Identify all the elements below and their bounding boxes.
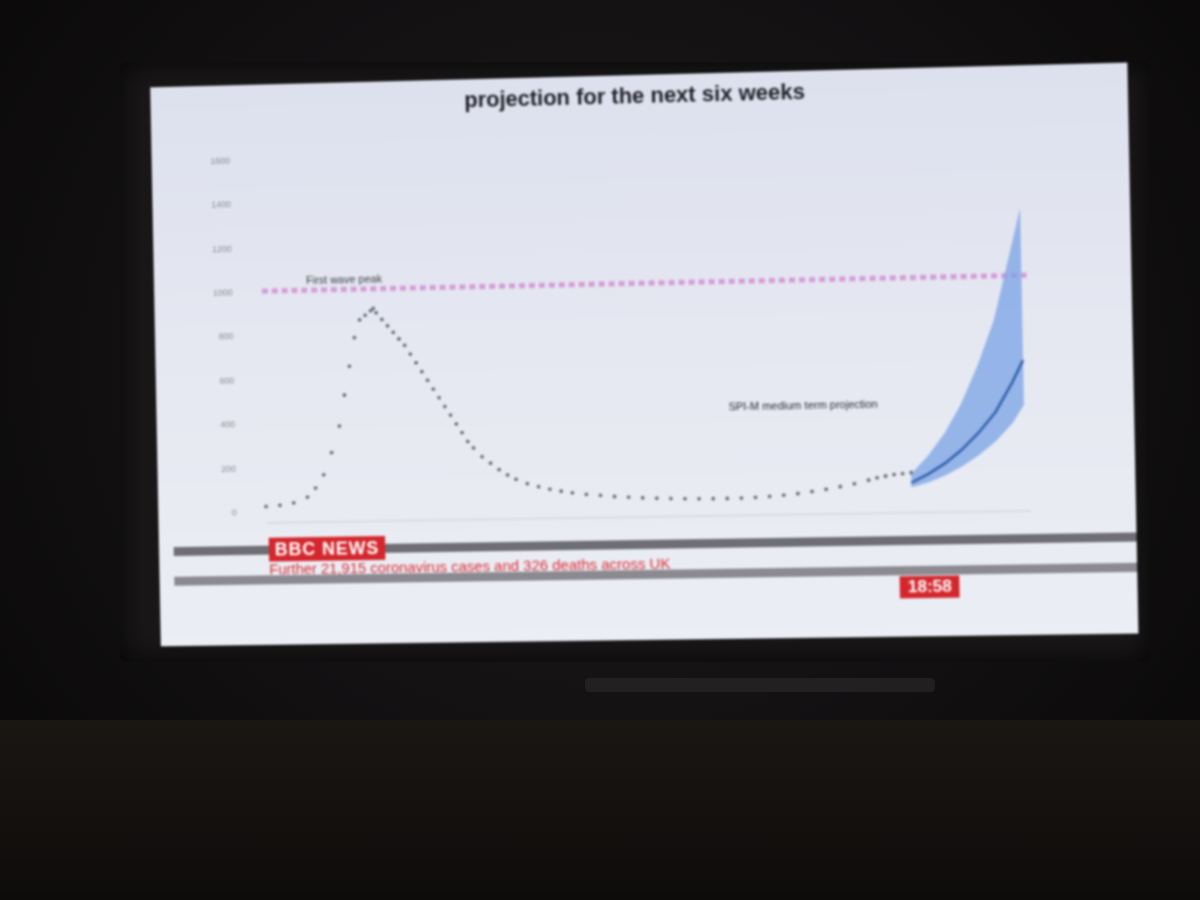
observed-point <box>514 478 518 482</box>
observed-point <box>754 496 758 500</box>
observed-point <box>264 505 268 509</box>
observed-point <box>537 485 541 489</box>
ticker-clock: 18:58 <box>900 575 961 598</box>
observed-point <box>403 344 407 348</box>
observed-point <box>409 352 413 356</box>
observed-point <box>641 496 645 500</box>
observed-point <box>740 496 744 500</box>
observed-point <box>571 491 575 495</box>
observed-point <box>599 494 603 498</box>
tv-stand <box>585 678 935 692</box>
observed-point <box>472 446 476 450</box>
observed-point <box>655 496 659 500</box>
observed-point <box>460 431 464 435</box>
x-axis <box>266 511 1031 523</box>
first-wave-peak-label: First wave peak <box>306 273 383 287</box>
observed-point <box>559 489 563 493</box>
observed-point <box>432 387 436 391</box>
observed-point <box>414 361 418 365</box>
y-tick-label: 1200 <box>212 244 232 254</box>
observed-point <box>627 495 631 499</box>
observed-point <box>363 313 367 317</box>
observed-point <box>810 490 814 494</box>
bbc-news-logo: BBC NEWS <box>269 536 386 562</box>
observed-point <box>292 501 296 505</box>
observed-point <box>796 492 800 496</box>
y-tick-label: 400 <box>220 419 235 429</box>
observed-point <box>782 493 786 497</box>
observed-point <box>884 474 888 478</box>
y-tick-label: 1000 <box>213 288 233 298</box>
observed-point <box>454 422 458 426</box>
observed-point <box>824 487 828 491</box>
observed-point <box>343 393 347 397</box>
observed-point <box>374 311 378 315</box>
observed-point <box>314 486 318 490</box>
observed-point <box>358 318 362 322</box>
observed-point <box>548 487 552 491</box>
y-tick-label: 800 <box>219 332 234 342</box>
observed-point <box>853 482 857 486</box>
observed-point <box>613 495 617 499</box>
observed-point <box>443 405 447 409</box>
observed-point <box>526 482 530 486</box>
observed-point <box>867 478 871 482</box>
observed-point <box>711 497 715 501</box>
observed-point <box>725 497 729 501</box>
observed-point <box>585 493 589 497</box>
news-ticker: BBC NEWS Further 21,915 coronavirus case… <box>159 522 1138 606</box>
observed-point <box>338 424 342 428</box>
observed-point <box>353 336 357 340</box>
observed-point <box>397 337 401 341</box>
observed-point <box>838 485 842 489</box>
observed-point <box>669 497 673 501</box>
y-tick-label: 600 <box>219 376 234 386</box>
y-tick-label: 1600 <box>210 156 230 166</box>
observed-point <box>697 497 701 501</box>
observed-point <box>489 461 493 465</box>
observed-point <box>437 396 441 400</box>
table-surface <box>0 720 1200 900</box>
observed-point <box>391 331 395 335</box>
observed-point <box>506 473 510 477</box>
observed-point <box>426 378 430 382</box>
projection-label: SPI-M medium term projection <box>728 398 878 413</box>
observed-point <box>348 365 352 369</box>
observed-point <box>497 468 501 472</box>
observed-point <box>386 324 390 328</box>
observed-point <box>330 451 334 455</box>
observed-point <box>875 476 879 480</box>
observed-point <box>480 455 484 459</box>
tv-screen: projection for the next six weeks 0 200 40… <box>150 63 1138 647</box>
chart: 0 200 400 600 800 1000 1200 1400 1600 First wave … <box>150 63 1136 553</box>
observed-point <box>466 440 470 444</box>
observed-point <box>892 473 896 477</box>
observed-point <box>322 473 326 477</box>
observed-point <box>768 495 772 499</box>
observed-point <box>683 497 687 501</box>
y-tick-label: 0 <box>232 507 237 517</box>
observed-point <box>449 413 453 417</box>
y-tick-label: 1400 <box>211 200 231 210</box>
observed-point <box>901 472 905 476</box>
observed-point <box>278 503 282 507</box>
observed-point <box>380 318 384 322</box>
observed-point <box>420 370 424 374</box>
y-tick-label: 200 <box>221 463 236 473</box>
observed-point <box>306 495 310 499</box>
